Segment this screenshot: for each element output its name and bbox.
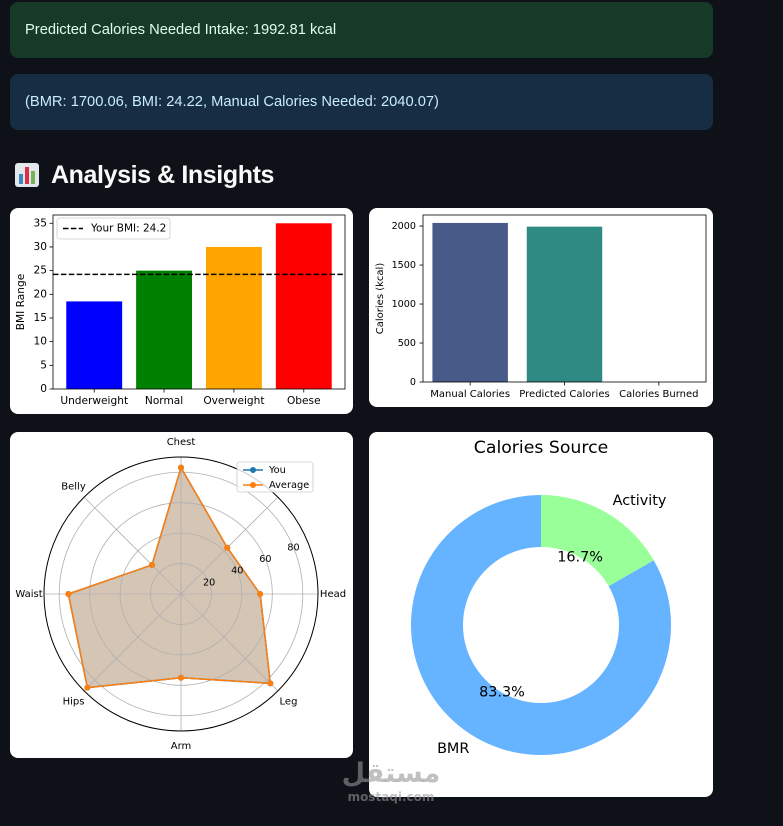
radar-point-average [178,674,184,681]
x-tick-label-manual-calories: Manual Calories [430,389,510,400]
legend-label-you: You [268,465,286,476]
category-label-arm: Arm [171,741,192,752]
calories-chart-panel: Manual Calories Predicted Calories Calorie… [369,208,713,407]
radar-point-average [148,561,155,568]
y-tick-label: 1000 [392,299,416,310]
bar-normal [136,270,193,389]
y-tick-label: 35 [34,217,47,229]
legend-box [56,217,171,240]
y-axis-label: BMI Range [15,274,27,330]
section-title: Analysis & Insights [51,160,275,189]
y-tick-label: 2000 [392,221,416,232]
donut-percent-activity: 16.7% [557,549,603,565]
y-tick-label: 15 [34,312,47,324]
info-alert: (BMR: 1700.06, BMI: 24.22, Manual Calori… [10,74,713,130]
y-tick-label: 0 [40,383,47,395]
angular-grid-line [180,496,279,595]
donut-label-activity: Activity [613,493,667,509]
radar-point-average [257,591,264,597]
donut-label-bmr: BMR [437,741,469,757]
radar-chart-panel: 20 40 60 80 Chest Head Leg Arm Hips Waist Belly You… [10,432,353,758]
legend-marker-average [250,482,256,488]
calories-source-donut-chart: Calories Source BMR 83.3% Activity 16.7% [411,438,671,757]
radial-tick-label: 40 [231,566,243,577]
bar-manual-calories [432,222,508,382]
bar-obese [275,223,332,389]
angular-grid-line [83,593,182,692]
polar-frame [43,456,319,732]
category-label-hips: Hips [63,696,85,707]
radar-point-average [178,464,184,471]
bmi-bar-chart: Underweight Normal Overweight Obese 0 5 10 15 20… [15,214,346,407]
donut-chart-panel: Calories Source BMR 83.3% Activity 16.7% [369,432,713,797]
y-tick-label: 500 [398,338,416,349]
success-alert: Predicted Calories Needed Intake: 1992.8… [10,2,713,58]
body-measurements-radar-chart: 20 40 60 80 Chest Head Leg Arm Hips Waist Belly You… [15,437,346,752]
x-tick-label-normal: Normal [145,395,183,407]
radial-tick-label: 20 [203,577,215,588]
legend-label-average: Average [269,480,309,491]
radial-tick-label: 80 [287,542,299,553]
radar-point-average [224,544,231,551]
bar-chart-icon [15,163,39,187]
success-alert-text: Predicted Calories Needed Intake: 1992.8… [25,22,337,38]
bmi-chart-panel: Underweight Normal Overweight Obese 0 5 10 15 20… [10,208,353,414]
category-label-waist: Waist [15,589,42,600]
category-label-belly: Belly [61,482,86,493]
angular-grid-line [83,496,182,595]
donut-percent-bmr: 83.3% [479,685,525,701]
x-tick-label-predicted-calories: Predicted Calories [519,389,609,400]
legend-marker-you [250,467,256,473]
legend-label-your-bmi: Your BMI: 24.2 [90,223,166,235]
y-tick-label: 5 [40,359,47,371]
axes-frame [52,214,346,390]
info-alert-text: (BMR: 1700.06, BMI: 24.22, Manual Calori… [25,94,439,110]
y-tick-label: 30 [34,241,48,253]
y-tick-label: 0 [410,377,416,388]
y-tick-label: 20 [34,288,48,300]
x-tick-label-obese: Obese [287,395,321,407]
y-tick-label: 10 [34,336,48,348]
radar-point-average [65,591,72,597]
bar-underweight [66,301,123,389]
x-tick-label-overweight: Overweight [203,395,264,407]
y-tick-label: 1500 [392,260,416,271]
bar-predicted-calories [526,226,603,382]
radial-tick-label: 60 [259,554,271,565]
section-heading: Analysis & Insights [14,158,274,192]
calories-bar-chart: Manual Calories Predicted Calories Calorie… [375,214,707,400]
y-axis-label: Calories (kcal) [375,263,386,335]
y-tick-label: 25 [34,265,47,277]
category-label-leg: Leg [280,696,298,707]
radar-point-average [84,684,91,691]
donut-slice-bmr [411,495,671,755]
donut-chart-title: Calories Source [474,438,608,458]
radar-point-average [267,680,274,687]
category-label-head: Head [320,589,346,600]
category-label-chest: Chest [167,437,196,448]
donut-slice-activity [541,495,654,587]
x-tick-label-underweight: Underweight [60,395,128,407]
x-tick-label-calories-burned: Calories Burned [619,389,698,400]
bar-overweight [205,246,262,389]
angular-grid-line [180,593,279,692]
